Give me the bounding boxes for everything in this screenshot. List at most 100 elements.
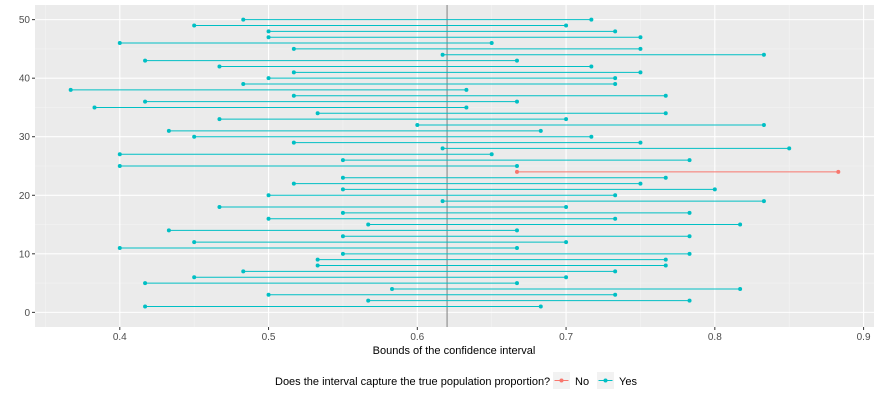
interval-lower-point [266,216,271,221]
interval-19 [440,199,766,204]
interval-upper-point [538,304,543,309]
interval-50 [241,17,594,22]
interval-33 [217,117,569,122]
interval-lower-point [117,164,122,168]
interval-upper-point [613,269,618,274]
interval-upper-point [464,105,469,110]
interval-27 [117,152,494,157]
legend-label: Yes [619,376,637,388]
interval-upper-point [613,216,618,221]
interval-upper-point [663,257,668,262]
interval-16 [266,216,618,221]
x-tick-label: 0.4 [113,332,127,343]
y-tick-label: 10 [19,249,31,260]
interval-lower-point [440,199,445,204]
interval-upper-point [514,281,519,286]
interval-upper-point [564,117,569,122]
interval-upper-point [761,123,766,128]
interval-34 [315,111,668,116]
interval-upper-point [687,210,692,215]
interval-43 [143,58,519,63]
interval-upper-point [589,64,594,69]
interval-upper-point [489,41,494,46]
interval-lower-point [266,292,271,297]
interval-13 [340,234,692,239]
interval-upper-point [687,234,692,239]
interval-lower-point [340,210,345,215]
interval-32 [415,123,766,128]
interval-lower-point [514,169,519,174]
interval-lower-point [266,193,271,198]
interval-30 [192,134,594,139]
interval-lower-point [143,304,148,309]
interval-23 [340,175,668,180]
x-tick-label: 0.7 [559,332,573,343]
interval-upper-point [564,23,569,28]
interval-10 [340,251,692,256]
interval-40 [266,76,618,81]
interval-11 [117,245,519,250]
interval-lower-point [366,222,371,227]
interval-upper-point [564,240,569,245]
interval-upper-point [663,175,668,180]
interval-3 [266,292,618,297]
interval-lower-point [192,23,197,28]
interval-lower-point [340,234,345,239]
interval-lower-point [315,111,320,116]
interval-lower-point [340,158,345,163]
x-tick-label: 0.9 [857,332,871,343]
x-axis-tick-labels: 0.4 0.5 0.6 0.7 0.8 0.9 [113,332,871,343]
interval-lower-point [217,204,222,209]
interval-49 [192,23,569,28]
interval-lower-point [217,117,222,122]
legend-key-point [603,378,608,383]
interval-lower-point [340,187,345,192]
interval-lower-point [291,46,296,51]
interval-upper-point [638,181,643,186]
interval-lower-point [340,175,345,180]
interval-lower-point [68,87,73,92]
interval-lower-point [241,17,246,22]
interval-segments [68,17,841,309]
interval-18 [217,204,569,209]
interval-15 [366,222,743,227]
legend-entry-yes: Yes [597,372,637,389]
interval-lower-point [192,134,197,139]
interval-lower-point [266,29,271,34]
interval-lower-point [241,82,246,87]
interval-28 [440,146,792,151]
interval-lower-point [291,181,296,186]
interval-48 [266,29,618,34]
interval-upper-point [663,111,668,116]
interval-47 [266,35,643,40]
interval-lower-point [440,52,445,57]
y-axis-tick-labels: 0 10 20 30 40 50 [19,15,31,319]
interval-upper-point [687,298,692,303]
interval-upper-point [638,35,643,40]
interval-36 [143,99,519,104]
interval-31 [166,128,543,133]
interval-12 [192,240,569,245]
interval-46 [117,41,494,46]
interval-upper-point [663,93,668,98]
x-tick-label: 0.8 [708,332,722,343]
interval-lower-point [117,152,122,157]
interval-upper-point [687,251,692,256]
interval-upper-point [489,152,494,157]
interval-upper-point [738,222,743,227]
interval-37 [291,93,668,98]
interval-upper-point [589,134,594,139]
interval-upper-point [613,29,618,34]
interval-upper-point [761,199,766,204]
interval-26 [340,158,692,163]
interval-lower-point [291,93,296,98]
legend-title: Does the interval capture the true popul… [275,376,550,388]
interval-25 [117,164,519,168]
interval-14 [166,228,519,233]
y-tick-label: 20 [19,191,31,202]
interval-lower-point [192,275,197,280]
legend-entry-no: No [553,372,589,389]
legend-keys: No Yes [553,372,637,389]
interval-lower-point [366,298,371,303]
